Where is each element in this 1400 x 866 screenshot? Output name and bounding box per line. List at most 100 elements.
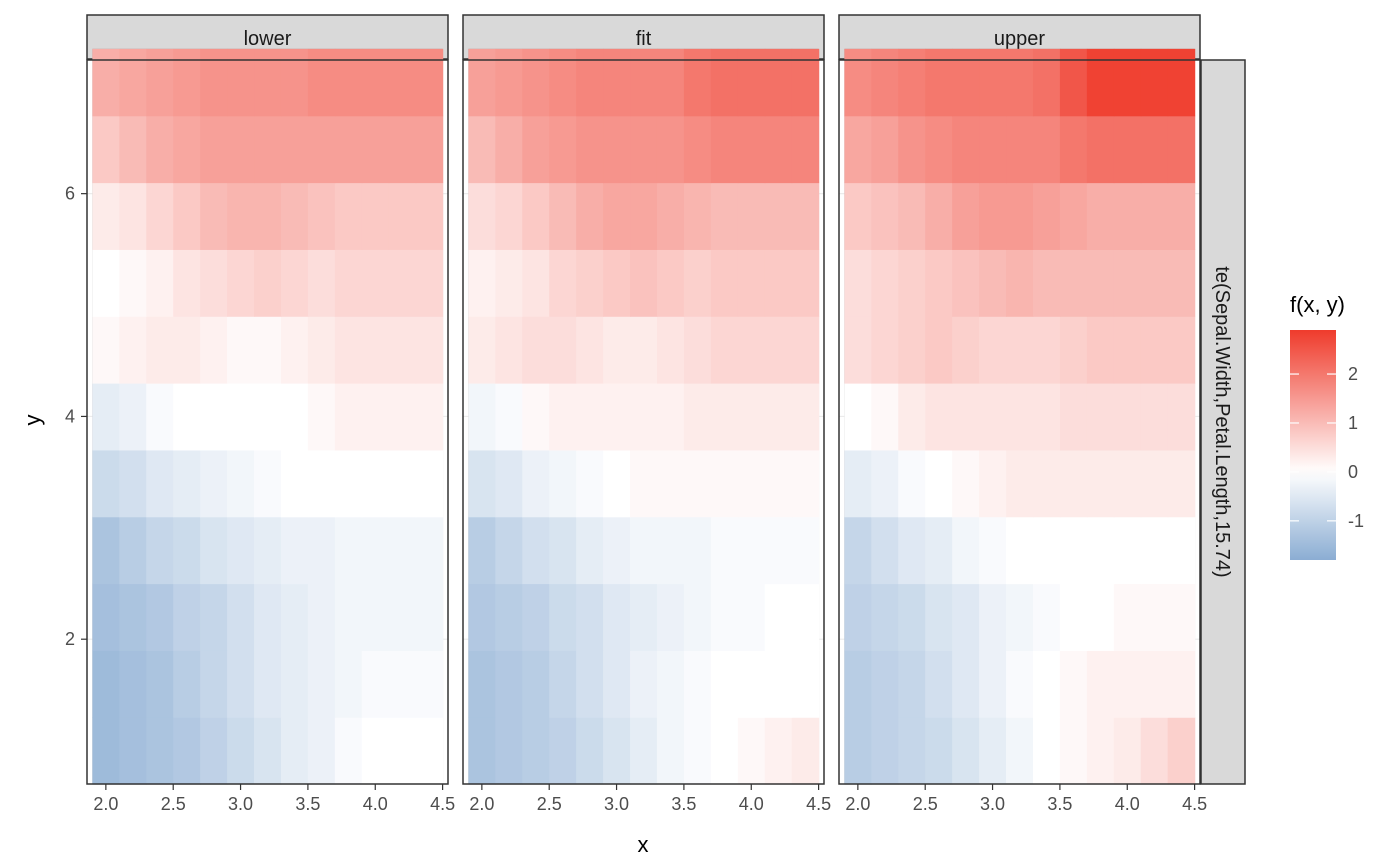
legend-tick-label: -1: [1348, 511, 1364, 531]
heatmap-tile: [92, 449, 120, 518]
x-tick-label: 2.5: [913, 794, 938, 814]
heatmap-tile: [925, 249, 953, 317]
heatmap-tile: [683, 449, 712, 518]
heatmap-tile: [737, 516, 766, 585]
heatmap-tile: [764, 516, 793, 585]
heatmap-tile: [173, 717, 201, 785]
heatmap-tile: [307, 717, 336, 785]
heatmap-tile: [1140, 48, 1169, 117]
heatmap-tile: [92, 717, 120, 785]
heatmap-tile: [388, 383, 417, 451]
row-strip-label: te(Sepal.Width,Petal.Length,15.74): [1211, 266, 1233, 577]
heatmap-tile: [871, 383, 899, 451]
heatmap-tile: [334, 717, 363, 785]
heatmap-tile: [603, 316, 631, 384]
heatmap-tile: [388, 516, 417, 585]
heatmap-tile: [737, 249, 766, 317]
heatmap-tile: [791, 583, 820, 651]
heatmap-tile: [683, 516, 712, 585]
heatmap-tile: [200, 516, 228, 585]
heatmap-tile: [415, 48, 444, 117]
heatmap-tile: [361, 583, 390, 651]
heatmap-tile: [415, 516, 444, 585]
heatmap-tile: [549, 115, 577, 184]
heatmap-tile: [119, 316, 147, 384]
heatmap-tile: [307, 383, 336, 451]
heatmap-tile: [1086, 516, 1115, 585]
heatmap-tile: [683, 316, 712, 384]
heatmap-tile: [361, 249, 390, 317]
heatmap-tile: [1059, 583, 1088, 651]
heatmap-tile: [710, 249, 739, 317]
heatmap-tile: [925, 182, 953, 250]
heatmap-tile: [764, 182, 793, 250]
heatmap-tile: [146, 182, 174, 250]
heatmap-tile: [146, 249, 174, 317]
heatmap-tile: [925, 516, 953, 585]
heatmap-tile: [254, 383, 282, 451]
heatmap-tile: [334, 449, 363, 518]
heatmap-tile: [1086, 583, 1115, 651]
heatmap-tile: [1032, 650, 1061, 718]
heatmap-tile: [388, 583, 417, 651]
heatmap-tile: [656, 449, 685, 518]
x-tick-label: 4.0: [363, 794, 388, 814]
heatmap-tile: [952, 316, 980, 384]
heatmap-tile: [254, 650, 282, 718]
heatmap-tile: [1140, 182, 1169, 250]
heatmap-tile: [710, 316, 739, 384]
heatmap-tile: [1113, 583, 1142, 651]
heatmap-tile: [334, 182, 363, 250]
heatmap-tile: [334, 316, 363, 384]
heatmap-tile: [1006, 316, 1034, 384]
heatmap-tile: [388, 182, 417, 250]
heatmap-tile: [710, 717, 739, 785]
heatmap-tile: [92, 650, 120, 718]
heatmap-tile: [630, 583, 658, 651]
heatmap-tile: [979, 717, 1007, 785]
heatmap-tile: [656, 650, 685, 718]
legend: f(x, y) 2 1 0 -1: [1290, 292, 1364, 560]
heatmap-tile: [254, 115, 282, 184]
heatmap-tile: [522, 650, 550, 718]
heatmap-tile: [737, 115, 766, 184]
heatmap-tile: [1140, 115, 1169, 184]
heatmap-tile: [1006, 717, 1034, 785]
heatmap-tile: [200, 182, 228, 250]
heatmap-tile: [522, 717, 550, 785]
heatmap-tile: [254, 249, 282, 317]
heatmap-tile: [576, 650, 604, 718]
heatmap-tile: [1086, 48, 1115, 117]
heatmap-tile: [764, 650, 793, 718]
heatmap-tile: [334, 48, 363, 117]
heatmap-tile: [576, 316, 604, 384]
heatmap-tile: [898, 449, 926, 518]
heatmap-tile: [361, 717, 390, 785]
heatmap-tile: [334, 115, 363, 184]
y-tick-label: 4: [65, 406, 75, 426]
heatmap-tile: [952, 650, 980, 718]
heatmap-tile: [1167, 383, 1196, 451]
heatmap-tile: [1086, 383, 1115, 451]
heatmap-tile: [146, 583, 174, 651]
heatmap-tile: [791, 249, 820, 317]
heatmap-tile: [979, 316, 1007, 384]
heatmap-tile: [388, 115, 417, 184]
heatmap-tile: [200, 249, 228, 317]
heatmap-tile: [898, 650, 926, 718]
heatmap-tile: [280, 383, 309, 451]
heatmap-tile: [280, 182, 309, 250]
heatmap-tile: [468, 48, 496, 117]
heatmap-tile: [925, 115, 953, 184]
facet-strip-label: fit: [636, 28, 652, 50]
heatmap-tile: [925, 316, 953, 384]
heatmap-tile: [656, 48, 685, 117]
heatmap-tile: [952, 249, 980, 317]
heatmap-tile: [468, 650, 496, 718]
heatmap-tile: [1032, 182, 1061, 250]
heatmap-tile: [334, 249, 363, 317]
heatmap-tile: [576, 383, 604, 451]
heatmap-tile: [1086, 182, 1115, 250]
heatmap-tile: [361, 516, 390, 585]
